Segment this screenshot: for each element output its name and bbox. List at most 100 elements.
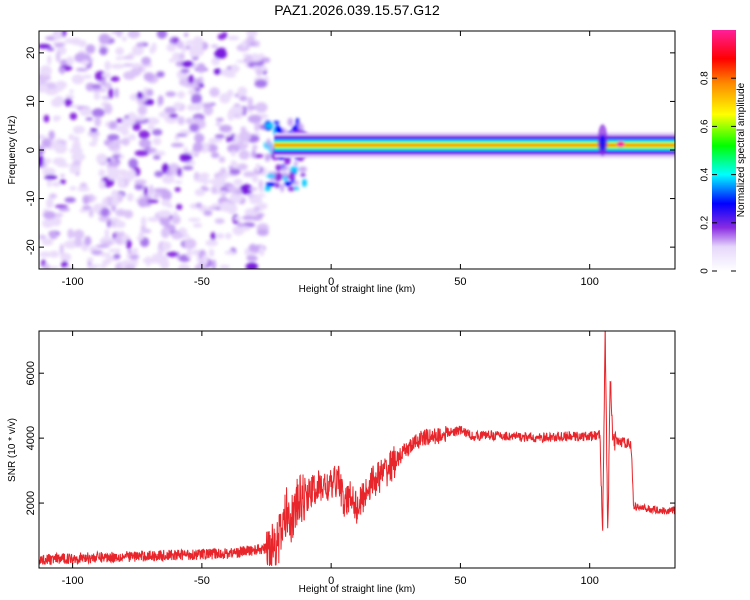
noise-blob (254, 121, 260, 132)
noise-blob (241, 40, 247, 49)
transition-blob (274, 172, 283, 181)
noise-blob (258, 179, 264, 190)
noise-blob (229, 193, 243, 204)
noise-blob (43, 158, 52, 164)
noise-blob (160, 227, 170, 239)
noise-blob (217, 33, 226, 40)
noise-blob (134, 183, 144, 191)
noise-blob (224, 250, 235, 255)
noise-blob (91, 108, 105, 118)
transition-blob (274, 126, 283, 135)
noise-blob (127, 31, 141, 39)
noise-blob (194, 133, 205, 143)
noise-blob (53, 213, 64, 217)
transition-blob (284, 181, 292, 187)
noise-blob (41, 138, 52, 148)
transition-blob (295, 118, 300, 125)
transition-blob (293, 186, 300, 191)
noise-blob (193, 118, 201, 123)
noise-blob (107, 134, 120, 141)
noise-blob (62, 31, 67, 38)
noise-blob (99, 46, 108, 56)
noise-blob (149, 184, 154, 196)
noise-blob (196, 63, 206, 73)
y-tick-label: 10 (25, 95, 37, 107)
snr-frame (38, 330, 676, 569)
noise-blob (82, 74, 93, 79)
noise-blob (173, 211, 178, 216)
noise-blob (162, 175, 175, 184)
noise-blob (153, 155, 161, 160)
noise-blob (192, 249, 198, 255)
noise-blob (157, 95, 164, 106)
noise-blob (186, 104, 197, 111)
noise-blob (219, 124, 233, 133)
noise-blob (102, 197, 108, 209)
noise-blob (101, 240, 115, 246)
y-tick-label: 0 (25, 147, 37, 153)
noise-blob (151, 42, 157, 53)
noise-blob (255, 40, 260, 48)
noise-blob (79, 107, 93, 117)
transition-blob (266, 182, 271, 187)
colorbar-tick-label: 0.8 (700, 71, 711, 85)
noise-blob (46, 47, 55, 52)
snr-xlabel: Height of straight line (km) (299, 584, 416, 595)
transition-blob (275, 182, 280, 189)
noise-blob (121, 36, 127, 42)
x-tick-label: 0 (328, 276, 334, 288)
noise-blob (119, 154, 125, 159)
noise-blob (105, 121, 110, 128)
noise-blob (178, 263, 190, 269)
noise-blob (256, 213, 265, 218)
noise-blob (106, 171, 120, 181)
noise-blob (67, 228, 74, 239)
noise-blob (180, 68, 190, 74)
colorbar-ticks: 0 0.2 0.4 0.6 0.8 (700, 71, 736, 274)
noise-blob (58, 207, 71, 212)
noise-blob (53, 96, 65, 106)
x-tick-label: -100 (62, 575, 84, 587)
noise-blob (208, 137, 220, 144)
x-tick-label: 100 (581, 575, 599, 587)
noise-blob (43, 263, 50, 269)
noise-blob (87, 131, 100, 137)
noise-blob (53, 115, 59, 122)
noise-blob (99, 264, 107, 269)
noise-blob (219, 201, 233, 212)
snr-panel: -100 -50 0 50 100 2000 4000 6000 Height of str… (7, 330, 676, 595)
noise-blob (69, 89, 74, 94)
noise-blob (78, 39, 87, 48)
noise-blob (156, 71, 165, 78)
noise-blob (238, 130, 251, 142)
noise-blob (194, 87, 201, 92)
noise-blob (247, 114, 262, 124)
noise-blob (166, 251, 179, 258)
noise-blob (233, 178, 243, 186)
transition-blob (273, 121, 280, 124)
noise-blob (91, 135, 99, 142)
noise-blob (145, 255, 151, 267)
noise-blob (104, 103, 113, 115)
transition-blob (300, 172, 306, 177)
x-tick-label: 50 (454, 276, 466, 288)
noise-blob (131, 44, 144, 56)
x-tick-label: 0 (328, 575, 334, 587)
y-tick-label: -20 (25, 239, 37, 255)
noise-blob (220, 68, 235, 77)
noise-blob (195, 202, 203, 208)
noise-blob (246, 31, 258, 38)
noise-blob (242, 215, 255, 221)
noise-blob (183, 146, 188, 155)
main-line-layer (274, 144, 675, 147)
noise-blob (203, 102, 213, 109)
noise-blob (108, 87, 114, 99)
noise-blob (258, 246, 265, 257)
noise-blob (115, 56, 123, 61)
noise-blob (113, 253, 121, 260)
noise-blob (98, 215, 111, 222)
noise-blob (121, 137, 130, 146)
noise-blob (49, 231, 58, 240)
noise-blob (44, 174, 58, 180)
noise-blob (114, 87, 119, 98)
